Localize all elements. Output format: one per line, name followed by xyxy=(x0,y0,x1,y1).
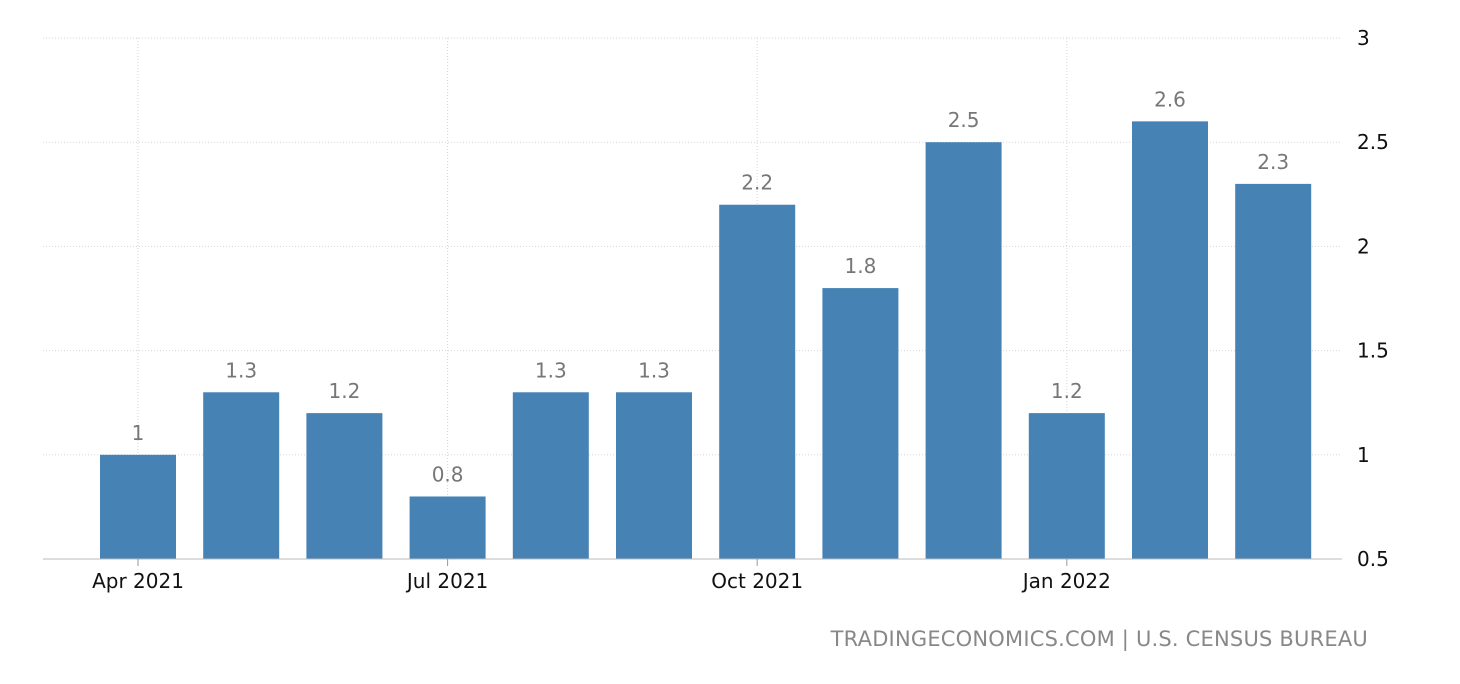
bar xyxy=(203,392,280,559)
bar xyxy=(1235,183,1312,559)
data-label: 1.2 xyxy=(1051,379,1083,403)
bar xyxy=(1028,413,1105,559)
y-tick-label: 1.5 xyxy=(1357,339,1389,363)
y-tick-label: 3 xyxy=(1357,26,1370,50)
data-label: 2.5 xyxy=(948,108,980,132)
bar xyxy=(512,392,589,559)
source-attribution: TRADINGECONOMICS.COM | U.S. CENSUS BUREA… xyxy=(830,627,1368,651)
bar xyxy=(925,142,1002,559)
x-tick-label: Jan 2022 xyxy=(1021,569,1111,593)
bar xyxy=(100,454,176,559)
y-tick-label: 2.5 xyxy=(1357,130,1389,154)
data-label: 0.8 xyxy=(432,462,464,486)
y-tick-label: 1 xyxy=(1357,443,1370,467)
bar xyxy=(1132,121,1208,560)
data-label: 2.3 xyxy=(1257,150,1289,174)
y-tick-label: 2 xyxy=(1357,234,1370,258)
bar xyxy=(822,288,899,559)
x-tick-label: Apr 2021 xyxy=(92,569,184,593)
y-tick-label: 0.5 xyxy=(1357,547,1389,571)
x-tick-label: Jul 2021 xyxy=(405,569,488,593)
bar xyxy=(616,392,692,559)
data-label: 1 xyxy=(132,421,145,445)
data-label: 2.6 xyxy=(1154,87,1186,111)
data-label: 1.3 xyxy=(638,358,670,382)
data-label: 2.2 xyxy=(741,171,773,195)
bar xyxy=(719,204,796,559)
bar xyxy=(409,496,486,559)
data-label: 1.3 xyxy=(535,358,567,382)
data-label: 1.2 xyxy=(328,379,360,403)
data-label: 1.3 xyxy=(225,358,257,382)
x-tick-label: Oct 2021 xyxy=(711,569,803,593)
bar xyxy=(306,413,383,559)
data-label: 1.8 xyxy=(844,254,876,278)
